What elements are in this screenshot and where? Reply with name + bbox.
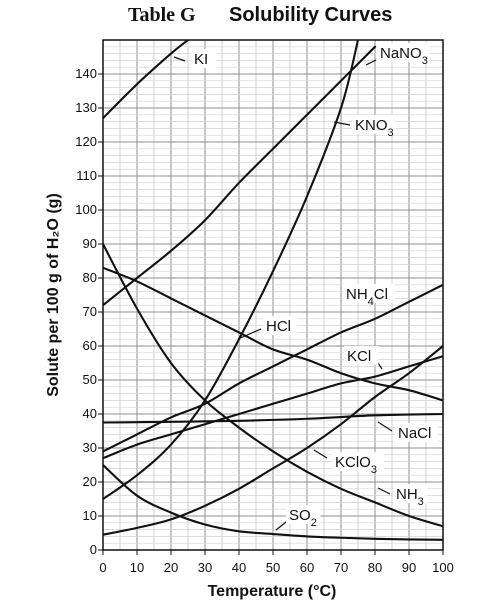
series-label-main: NaCl	[398, 425, 431, 442]
series-label-bg-nacl	[395, 423, 439, 442]
series-label-bg-nh4cl	[343, 284, 395, 303]
series-line-so2	[103, 463, 443, 541]
series-label-bg-nano3	[377, 43, 429, 62]
series-label-main: KI	[194, 51, 208, 68]
y-tick-label: 10	[83, 508, 97, 523]
series-line-hcl	[103, 266, 443, 402]
series-label-subscript: 2	[311, 517, 317, 529]
series-line-nacl	[103, 412, 443, 424]
series-label-main: KClO	[335, 454, 371, 471]
x-tick-label: 20	[164, 560, 178, 575]
series-line-kno3	[103, 40, 360, 501]
series-label-main: NaNO	[380, 45, 422, 62]
y-tick-label: 50	[83, 372, 97, 387]
series-label-kclo3: KClO3	[335, 454, 377, 476]
x-tick-label: 30	[198, 560, 212, 575]
series-label-main: NH	[396, 486, 418, 503]
series-line-nh3	[103, 242, 443, 528]
series-label-main: KCl	[347, 348, 371, 365]
y-tick-label: 0	[90, 542, 97, 557]
series-label-nano3: NaNO3	[380, 45, 428, 67]
series-label-leader-kno3	[333, 121, 351, 126]
x-tick-label: 10	[130, 560, 144, 575]
x-tick-label: 100	[432, 560, 454, 575]
y-tick-label: 140	[75, 66, 97, 81]
axis-group: 0 10 20 30 40 50 60 70 80 90 100 0 10 20 30 40 50 60 70 80 9…	[75, 39, 454, 575]
series-label-leader-hcl	[237, 328, 262, 340]
series-label-bg-so2	[286, 505, 321, 524]
x-tick-label: 40	[232, 560, 246, 575]
series-label-subscript: 3	[418, 496, 424, 508]
series-label-leader-so2	[275, 521, 287, 531]
series-label-main: SO	[289, 507, 311, 524]
series-label-nh4cl: NH4Cl	[346, 286, 388, 308]
series-label-bg-hcl	[263, 316, 298, 335]
series-label-main: KNO	[355, 117, 388, 134]
x-tick-label: 50	[266, 560, 280, 575]
y-tick-label: 100	[75, 202, 97, 217]
y-tick-label: 80	[83, 270, 97, 285]
title-group: Table G Solubility Curves	[128, 4, 392, 26]
series-label-suffix: Cl	[374, 286, 388, 303]
x-tick-label: 60	[300, 560, 314, 575]
x-tick-label: 0	[99, 560, 106, 575]
series-label-kcl: KCl	[347, 348, 371, 365]
series-label-bg-nh3	[393, 484, 428, 503]
series-line-nano3	[103, 45, 377, 307]
series-label-bg-ki	[191, 49, 217, 68]
series-label-nacl: NaCl	[398, 425, 431, 442]
y-tick-label: 40	[83, 406, 97, 421]
y-tick-label: 130	[75, 100, 97, 115]
y-tick-label: 30	[83, 440, 97, 455]
series-label-so2: SO2	[289, 507, 317, 529]
series-label-kno3: KNO3	[355, 117, 394, 139]
y-tick-label: 70	[83, 304, 97, 319]
y-tick-label: 90	[83, 236, 97, 251]
series-label-subscript: 3	[371, 464, 377, 476]
y-tick-label: 110	[76, 168, 97, 183]
series-label-nh3: NH3	[396, 486, 424, 508]
series-line-kclo3	[103, 344, 443, 536]
series-label-leader-kclo3	[313, 449, 328, 459]
series-label-main: HCl	[266, 318, 291, 335]
series-label-hcl: HCl	[266, 318, 291, 335]
grid-group	[102, 39, 444, 551]
series-label-subscript: 4	[368, 296, 374, 308]
x-tick-label: 80	[368, 560, 382, 575]
series-label-bg-kcl	[344, 346, 379, 365]
series-line-kcl	[103, 355, 443, 460]
series-label-main: NH	[346, 286, 368, 303]
y-tick-label: 120	[75, 134, 97, 149]
x-tick-label: 70	[334, 560, 348, 575]
series-label-leader-nh3	[377, 487, 391, 495]
series-label-leader-nano3	[365, 59, 377, 66]
curve-group	[103, 40, 443, 541]
x-tick-label: 90	[402, 560, 416, 575]
y-axis-title: Solute per 100 g of H₂O (g)	[45, 193, 62, 397]
series-label-subscript: 3	[388, 127, 394, 139]
series-label-subscript: 3	[422, 55, 428, 67]
chart-title: Solubility Curves	[229, 4, 392, 26]
series-line-ki	[103, 40, 190, 120]
chart-title-prefix: Table G	[128, 4, 196, 26]
y-tick-label: 60	[83, 338, 97, 353]
series-label-bg-kclo3	[332, 452, 384, 471]
series-label-leader-ki	[173, 56, 186, 62]
series-label-ki: KI	[194, 51, 208, 68]
series-label-leader-nacl	[377, 421, 393, 432]
x-axis-title: Temperature (°C)	[208, 583, 337, 600]
y-tick-label: 20	[83, 474, 97, 489]
series-label-bg-kno3	[352, 115, 396, 134]
